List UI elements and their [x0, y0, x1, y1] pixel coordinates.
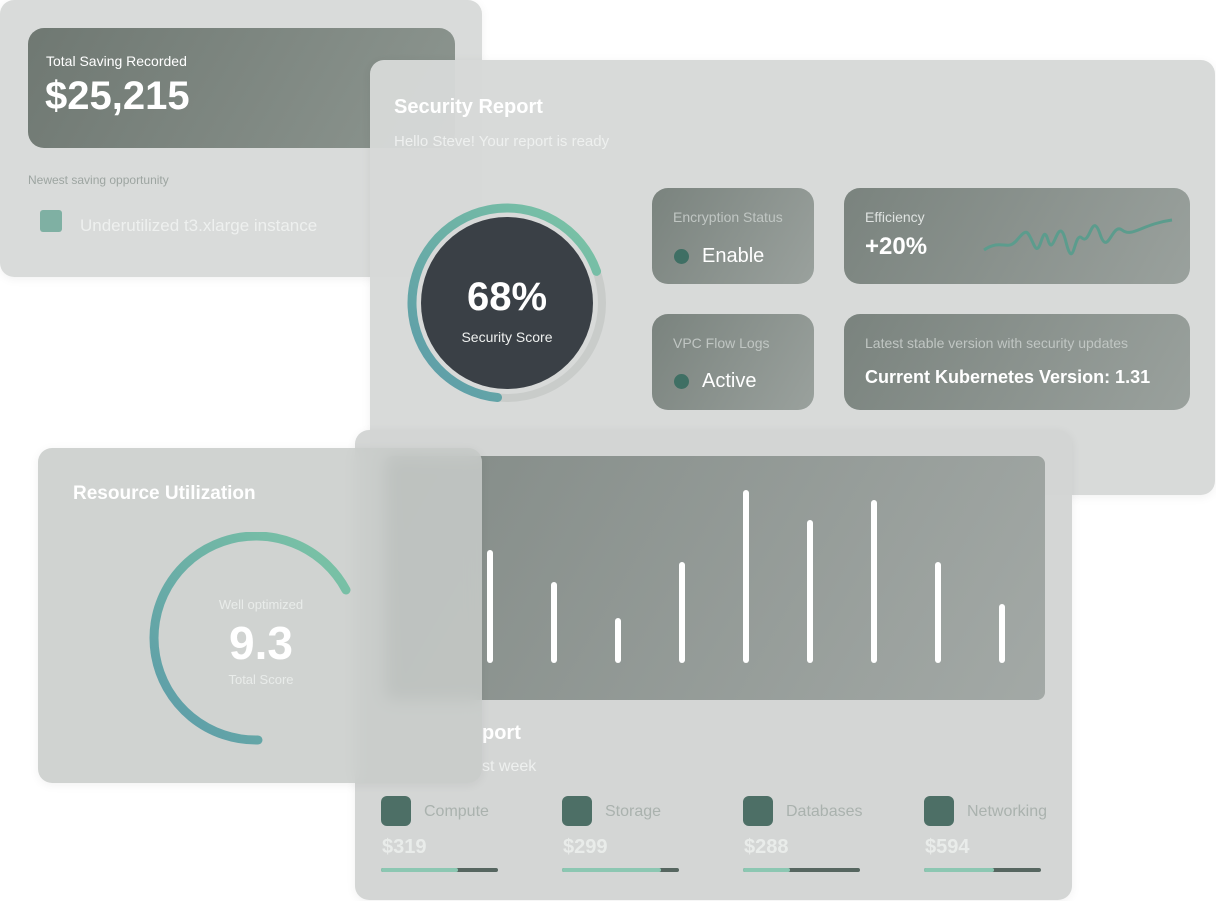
security-card: Security Report Hello Steve! Your report… — [370, 60, 1215, 495]
sparkline — [983, 218, 1173, 256]
item-icon — [924, 796, 954, 826]
item-amount: $288 — [744, 836, 789, 858]
sparkline-path — [983, 218, 1173, 256]
cost-subtitle: st week — [482, 758, 537, 775]
saving-title: Total Saving Recorded — [46, 53, 187, 69]
tile-value: Current Kubernetes Version: 1.31 — [865, 367, 1151, 387]
progress-bar — [562, 868, 679, 872]
resource-title: Resource Utilization — [73, 483, 256, 504]
saving-subtitle: Newest saving opportunity — [28, 173, 169, 187]
security-score-label: Security Score — [461, 329, 553, 345]
resource-gauge — [149, 532, 351, 745]
gauge-arc — [149, 532, 351, 745]
item-name: Databases — [786, 803, 863, 820]
resource-score: 9.3 — [229, 617, 293, 669]
resource-card: Resource Utilization Well optimized 9.3 … — [38, 448, 482, 783]
status-dot — [674, 249, 689, 264]
building-icon — [40, 210, 62, 232]
progress-bar — [924, 868, 1041, 872]
progress-fill — [924, 868, 995, 872]
tile-value: Enable — [702, 245, 765, 267]
resource-status: Well optimized — [218, 597, 304, 612]
progress-bar — [743, 868, 860, 872]
tile-value: Active — [702, 370, 757, 392]
tile — [652, 314, 814, 410]
item-icon — [743, 796, 773, 826]
progress-fill — [743, 868, 790, 872]
status-dot — [674, 374, 689, 389]
tile-label: Efficiency — [865, 209, 925, 225]
progress-bar — [381, 868, 498, 872]
tile-label: VPC Flow Logs — [673, 335, 770, 351]
security-gauge — [407, 203, 606, 403]
tile-value: +20% — [865, 233, 928, 260]
security-score: 68% — [466, 275, 548, 319]
progress-fill — [562, 868, 662, 872]
item-icon — [562, 796, 592, 826]
bar-chart — [487, 490, 1005, 663]
security-greeting: Hello Steve! Your report is ready — [394, 133, 610, 150]
gauge-core — [421, 217, 593, 389]
item-name: Networking — [967, 803, 1048, 820]
gauge-arc — [407, 203, 602, 403]
tile-label: Latest stable version with security upda… — [865, 335, 1129, 351]
security-title: Security Report — [394, 96, 543, 118]
cost-title: port — [482, 722, 521, 744]
item-name: Storage — [605, 803, 662, 820]
saving-item[interactable]: Underutilized t3.xlarge instance — [80, 216, 318, 235]
item-amount: $594 — [925, 836, 970, 858]
tile — [844, 188, 1190, 284]
resource-score-label: Total Score — [228, 672, 294, 687]
item-amount: $319 — [382, 836, 427, 858]
saving-amount: $25,215 — [45, 74, 190, 118]
tile — [652, 188, 814, 284]
progress-fill — [381, 868, 459, 872]
tile-label: Encryption Status — [673, 209, 783, 225]
item-icon — [381, 796, 411, 826]
tile — [844, 314, 1190, 410]
item-name: Compute — [424, 803, 489, 820]
item-amount: $299 — [563, 836, 608, 858]
